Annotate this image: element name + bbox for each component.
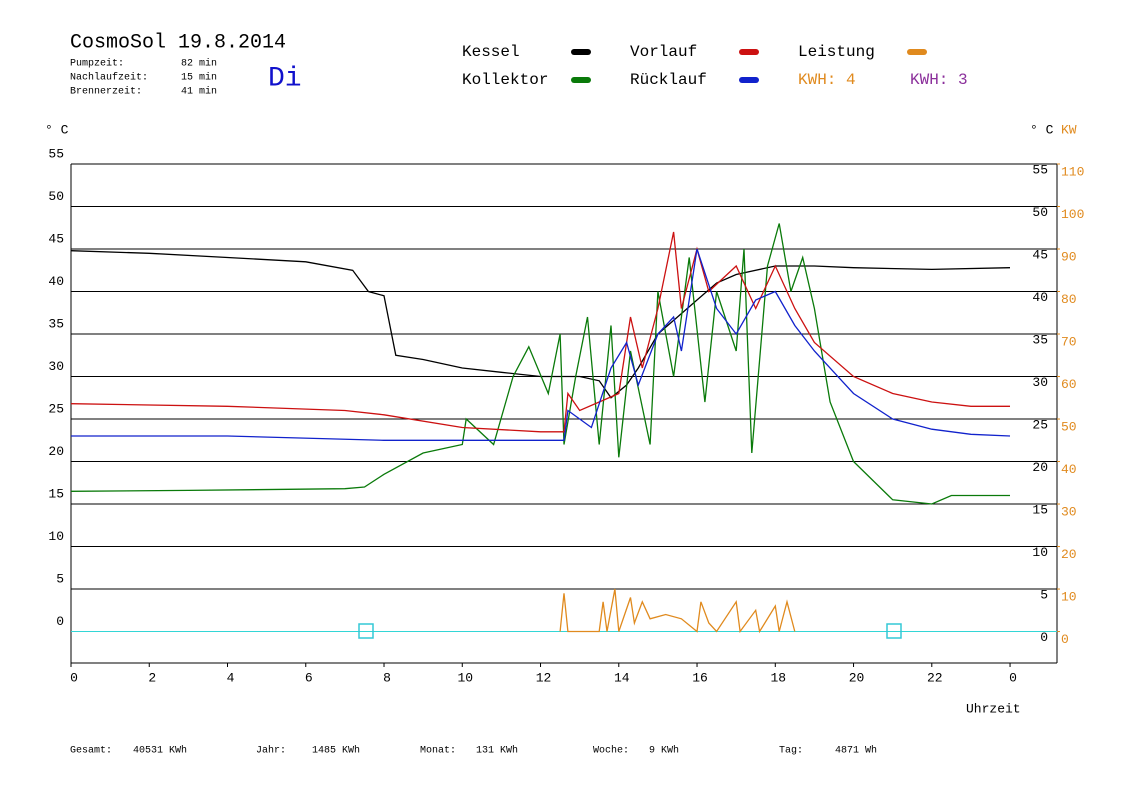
footer-label: Woche: [593,745,629,757]
y2-tick-label: 50 [1061,419,1077,434]
y2-tick-label: 110 [1061,164,1084,179]
footer-value: 9 KWh [649,745,679,757]
y-axis-label: ° C [45,122,69,137]
y-tick-label: 45 [1032,247,1048,262]
footer-label: Tag: [779,746,803,757]
info-value: 15 min [181,72,217,84]
y-axis-label: ° C [1030,122,1054,137]
x-tick-label: 18 [770,670,786,685]
y2-tick-label: 30 [1061,504,1077,519]
x-tick-label: 22 [927,670,943,685]
x-tick-label: 12 [536,670,552,685]
footer-value: 40531 KWh [133,745,187,757]
kwh-label: KWH: 4 [798,71,856,89]
y-tick-label: 35 [48,316,64,331]
y2-tick-label: 20 [1061,547,1077,562]
y-tick-label: 55 [48,146,64,161]
y-tick-label: 40 [1032,290,1048,305]
y-tick-label: 15 [1032,502,1048,517]
kwh-label: KWH: 3 [910,71,968,89]
y-tick-label: 0 [1040,630,1048,645]
y-tick-label: 45 [48,231,64,246]
x-tick-label: 20 [849,670,865,685]
y-tick-label: 5 [1040,587,1048,602]
chart-title: CosmoSol 19.8.2014 [70,31,286,54]
x-tick-label: 4 [227,670,235,685]
x-tick-label: 6 [305,670,313,685]
x-tick-label: 0 [70,670,78,685]
info-label: Brennerzeit: [70,86,142,98]
x-tick-label: 16 [692,670,708,685]
marker-box [886,623,902,639]
legend-label: Vorlauf [630,43,697,61]
y2-axis-label: KW [1061,122,1077,137]
footer-label: Jahr: [256,745,286,757]
legend-label: Leistung [798,43,875,61]
x-tick-label: 8 [383,670,391,685]
footer-value: 131 KWh [476,745,518,757]
series-line [70,250,1011,399]
series-line [70,223,1010,505]
x-tick-label: 14 [614,670,630,685]
y-tick-label: 10 [48,529,64,544]
x-axis-label: Uhrzeit [966,701,1021,716]
weekday: Di [268,63,302,94]
info-value: 82 min [181,58,217,70]
y2-tick-label: 10 [1061,589,1077,604]
info-label: Nachlaufzeit: [70,72,148,84]
info-value: 41 min [181,86,217,98]
y-tick-label: 30 [1032,375,1048,390]
x-tick-label: 10 [457,670,473,685]
y2-tick-label: 80 [1061,292,1077,307]
legend-label: Rücklauf [630,71,707,89]
series-line [71,248,1011,441]
y-tick-label: 50 [1032,205,1048,220]
y2-tick-label: 100 [1061,207,1084,222]
footer-label: Monat: [420,746,456,757]
series-line [70,231,1010,433]
y-tick-label: 20 [1032,460,1048,475]
marker-box [358,623,374,639]
y-tick-label: 35 [1032,332,1048,347]
y-tick-label: 55 [1032,162,1048,177]
y-tick-label: 25 [48,401,64,416]
x-tick-label: 0 [1009,670,1017,685]
y2-tick-label: 0 [1061,632,1069,647]
y2-tick-label: 60 [1061,377,1077,392]
series-line [559,588,796,634]
y-tick-label: 20 [48,444,64,459]
footer-value: 1485 KWh [312,745,360,757]
legend-label: Kollektor [462,71,548,89]
y-tick-label: 25 [1032,417,1048,432]
y-tick-label: 30 [48,359,64,374]
y2-tick-label: 90 [1061,249,1077,264]
y-tick-label: 50 [48,189,64,204]
y-tick-label: 0 [56,614,64,629]
legend-label: Kessel [462,43,520,61]
footer-label: Gesamt: [70,746,112,757]
y2-tick-label: 70 [1061,334,1077,349]
y-tick-label: 15 [48,486,64,501]
x-tick-label: 2 [148,670,156,685]
y2-tick-label: 40 [1061,462,1077,477]
y-tick-label: 40 [48,274,64,289]
info-label: Pumpzeit: [70,58,124,70]
y-tick-label: 5 [56,571,64,586]
y-tick-label: 10 [1032,545,1048,560]
footer-value: 4871 Wh [835,745,877,757]
